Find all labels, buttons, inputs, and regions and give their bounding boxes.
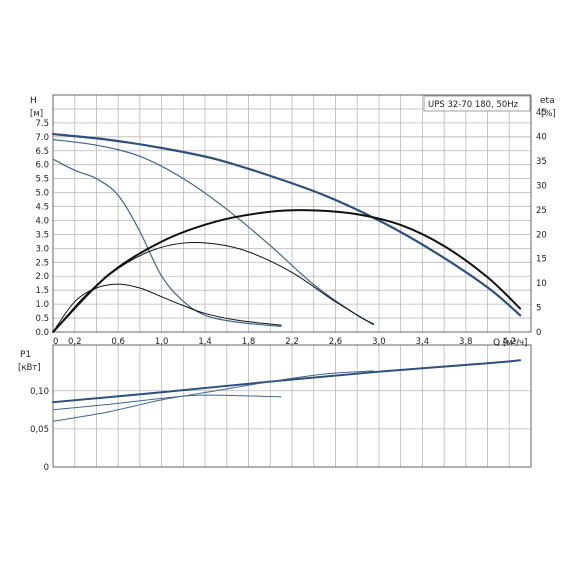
- efficiency-curve: [52, 283, 282, 333]
- power-series: [52, 359, 522, 422]
- efficiency-curve: [52, 209, 522, 333]
- head-curve: [52, 158, 282, 328]
- head-tick-label: 4.5: [35, 203, 49, 213]
- head-tick-label: 3.5: [35, 230, 49, 240]
- head-chart-grid: [53, 95, 531, 332]
- head-tick-label: 4.0: [35, 216, 49, 226]
- x-tick-label: 1,4: [198, 337, 212, 347]
- power-axis-unit: [кВт]: [18, 363, 41, 373]
- head-chart-frame: [52, 94, 532, 333]
- chart-title: UPS 32-70 180, 50Hz: [428, 100, 519, 110]
- head-tick-label: 0.5: [35, 314, 49, 324]
- x-tick-label: 4,2: [503, 337, 517, 347]
- title-box: [423, 95, 531, 112]
- flow-axis-label: Q: [493, 338, 500, 348]
- x-tick-label: 0: [53, 337, 58, 347]
- efficiency-tick-label: 30: [536, 181, 547, 191]
- x-tick-label: 1,8: [242, 337, 256, 347]
- head-tick-label: 1.5: [35, 286, 49, 296]
- efficiency-tick-label: 45: [536, 108, 547, 118]
- head-tick-label: 1.0: [35, 300, 49, 310]
- power-tick-label: 0,05: [30, 425, 49, 435]
- power-tick-label: 0: [44, 463, 49, 473]
- efficiency-tick-label: 35: [536, 157, 547, 167]
- efficiency-tick-label: 10: [536, 279, 547, 289]
- head-tick-label: 6.5: [35, 147, 49, 157]
- power-tick-label: 0,10: [30, 387, 49, 397]
- power-axis-label: P1: [20, 350, 31, 360]
- efficiency-axis-label: eta: [540, 96, 555, 106]
- head-tick-label: 2.5: [35, 258, 49, 268]
- x-tick-label: 3,4: [416, 337, 430, 347]
- efficiency-tick-label: 40: [536, 133, 547, 143]
- efficiency-curve: [52, 241, 374, 333]
- x-tick-label: 3,0: [372, 337, 386, 347]
- head-tick-label: 7.0: [35, 133, 49, 143]
- head-axis-unit: [м]: [30, 109, 43, 119]
- x-tick-label: 0,2: [68, 337, 82, 347]
- tick-labels: 0 0,2 0,6 1,0 1,4 1,8 2,2 2,6 3,0 3,4 3,8 4,2 0.0 0.5…: [30, 108, 547, 473]
- power-curve: [52, 370, 374, 422]
- power-curve: [52, 359, 522, 404]
- efficiency-axis-unit: [%]: [541, 109, 556, 119]
- head-tick-label: 5.0: [35, 189, 49, 199]
- head-tick-label: 0.0: [35, 328, 49, 338]
- head-tick-label: 7.5: [35, 119, 49, 129]
- head-curve: [52, 139, 375, 325]
- x-tick-label: 3,8: [459, 337, 473, 347]
- power-curve: [52, 394, 282, 411]
- head-tick-label: 6.0: [35, 161, 49, 171]
- x-tick-label: 1,0: [155, 337, 169, 347]
- power-chart-frame: [52, 344, 532, 468]
- efficiency-tick-label: 25: [536, 206, 547, 216]
- flow-axis-unit: [м³/ч]: [503, 338, 527, 348]
- efficiency-tick-label: 15: [536, 255, 547, 265]
- efficiency-tick-label: 20: [536, 230, 547, 240]
- head-tick-label: 2.0: [35, 272, 49, 282]
- x-tick-label: 0,6: [111, 337, 125, 347]
- head-efficiency-series: [51, 132, 522, 333]
- head-tick-label: 3.0: [35, 244, 49, 254]
- head-axis-label: H: [30, 96, 37, 106]
- x-tick-label: 2,6: [329, 337, 343, 347]
- head-curve: [51, 132, 522, 317]
- head-tick-label: 5.5: [35, 175, 49, 185]
- efficiency-tick-label: 0: [536, 328, 541, 338]
- efficiency-tick-label: 5: [536, 304, 541, 314]
- power-chart-grid: [53, 345, 531, 467]
- x-tick-label: 2,2: [285, 337, 299, 347]
